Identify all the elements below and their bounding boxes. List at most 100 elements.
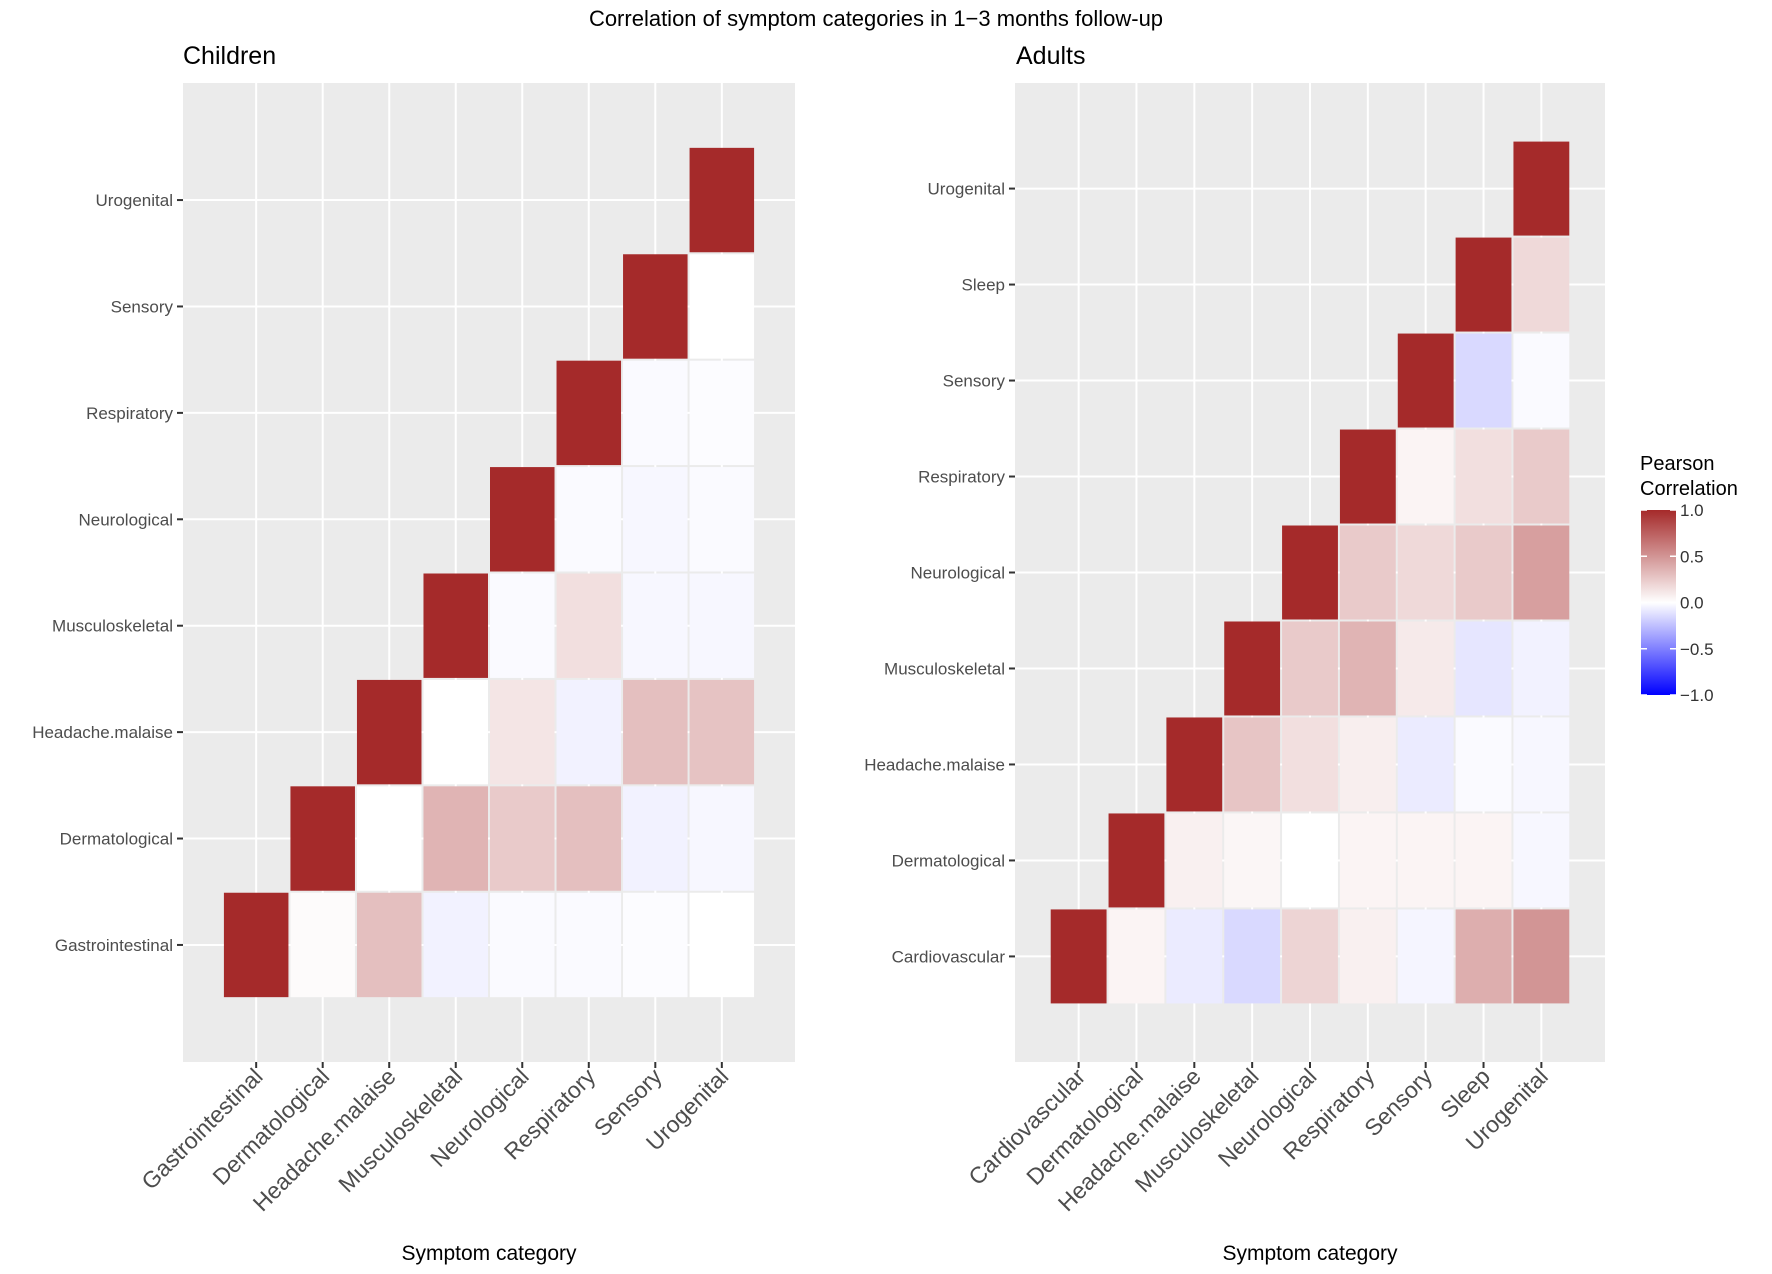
y-tick-label: Sensory xyxy=(943,372,1006,391)
y-tick-label: Neurological xyxy=(911,564,1006,583)
heatmap-cell-Headache.malaise-Urogenital: 0.28 xyxy=(689,679,755,785)
legend-tick-label: 1.0 xyxy=(1680,501,1704,520)
y-tick-label: Urogenital xyxy=(96,191,174,210)
heatmap-cell-Gastrointestinal-Dermatological: 0.02 xyxy=(290,892,355,998)
heatmap-cell-Respiratory-Respiratory: 1 xyxy=(1339,429,1396,524)
legend-tick-label: −0.5 xyxy=(1680,640,1714,659)
heatmap-cell-Neurological-Sensory: 0.18 xyxy=(1397,525,1454,620)
heatmap-cell-Gastrointestinal-Sensory: -0.01 xyxy=(623,892,688,998)
legend-tick-label: −1.0 xyxy=(1680,686,1714,705)
heatmap-cell-Neurological-Urogenital: -0.02 xyxy=(689,467,755,572)
heatmap-cell-Cardiovascular-Sensory: -0.04 xyxy=(1397,909,1454,1004)
heatmap-cell-Cardiovascular-Neurological: 0.2 xyxy=(1282,909,1338,1004)
heatmap-cell-Gastrointestinal-Urogenital: 0 xyxy=(689,892,755,998)
y-tick-label: Musculoskeletal xyxy=(884,659,1005,678)
heatmap-cell-Dermatological-Headache.malaise: 0.07 xyxy=(1166,813,1223,908)
heatmap-cell-Musculoskeletal-Sensory: -0.03 xyxy=(623,573,688,678)
x-tick-label: Gastrointestinal xyxy=(136,1063,267,1194)
heatmap-cell-Dermatological-Sensory: 0.05 xyxy=(1397,813,1454,908)
heatmap-cell-Cardiovascular-Dermatological: 0.05 xyxy=(1108,909,1165,1004)
heatmap-cell-Neurological-Respiratory: 0.25 xyxy=(1339,525,1396,620)
heatmap-cell-Respiratory-Sensory: -0.02 xyxy=(623,360,688,466)
heatmap-cell-Dermatological-Neurological: 0 xyxy=(1282,813,1338,908)
y-tick-label: Gastrointestinal xyxy=(55,936,173,955)
heatmap-cell-Musculoskeletal-Sleep: -0.1 xyxy=(1455,621,1512,716)
heatmap-cell-Dermatological-Sleep: 0.05 xyxy=(1455,813,1512,908)
panel-title-adults: Adults xyxy=(1016,42,1085,70)
heatmap-cell-Gastrointestinal-Headache.malaise: 0.3 xyxy=(356,892,422,998)
panel-title-children: Children xyxy=(183,42,276,70)
heatmap-cell-Dermatological-Sensory: -0.05 xyxy=(623,786,688,891)
heatmap-cell-Headache.malaise-Neurological: 0.12 xyxy=(490,679,555,785)
heatmap-cell-Urogenital-Urogenital: 1 xyxy=(689,147,755,253)
heatmap-cell-Sensory-Urogenital: 0 xyxy=(689,254,755,359)
heatmap-cell-Gastrointestinal-Musculoskeletal: -0.05 xyxy=(423,892,488,998)
heatmap-cell-Neurological-Respiratory: -0.02 xyxy=(556,467,622,572)
x-axis-title-adults: Symptom category xyxy=(1222,1242,1398,1265)
y-tick-label: Respiratory xyxy=(86,404,173,423)
heatmap-cell-Respiratory-Urogenital: -0.01 xyxy=(689,360,755,466)
chart-title: Correlation of symptom categories in 1−3… xyxy=(589,6,1163,31)
heatmap-cell-Cardiovascular-Headache.malaise: -0.08 xyxy=(1166,909,1223,1004)
heatmap-cell-Dermatological-Urogenital: -0.03 xyxy=(689,786,755,891)
heatmap-cell-Dermatological-Headache.malaise: 0 xyxy=(356,786,422,891)
heatmap-cell-Respiratory-Urogenital: 0.25 xyxy=(1513,429,1570,524)
heatmap-cell-Respiratory-Respiratory: 1 xyxy=(556,360,622,466)
heatmap-cell-Dermatological-Respiratory: 0.05 xyxy=(1339,813,1396,908)
heatmap-cell-Dermatological-Dermatological: 1 xyxy=(290,786,355,891)
heatmap-cell-Dermatological-Urogenital: -0.03 xyxy=(1513,813,1570,908)
y-tick-label: Musculoskeletal xyxy=(52,617,173,636)
y-tick-label: Headache.malaise xyxy=(32,723,173,742)
heatmap-cell-Neurological-Neurological: 1 xyxy=(490,467,555,572)
y-tick-label: Headache.malaise xyxy=(864,755,1005,774)
legend-title-line-2: Correlation xyxy=(1640,478,1738,500)
heatmap-cell-Cardiovascular-Sleep: 0.38 xyxy=(1455,909,1512,1004)
heatmap-cell-Musculoskeletal-Neurological: -0.02 xyxy=(490,573,555,678)
heatmap-cell-Musculoskeletal-Neurological: 0.25 xyxy=(1282,621,1338,716)
heatmap-cell-Headache.malaise-Musculoskeletal: 0 xyxy=(423,679,488,785)
heatmap-cell-Neurological-Urogenital: 0.45 xyxy=(1513,525,1570,620)
legend: Pearson Correlation 1.0 0.5 0.0 −0.5 −1.0 xyxy=(1640,453,1738,705)
heatmap-cell-Musculoskeletal-Musculoskeletal: 1 xyxy=(1224,621,1281,716)
heatmap-cell-Cardiovascular-Cardiovascular: 1 xyxy=(1050,909,1107,1004)
heatmap-cell-Dermatological-Respiratory: 0.3 xyxy=(556,786,622,891)
heatmap-cell-Headache.malaise-Sensory: 0.3 xyxy=(623,679,688,785)
heatmap-cell-Cardiovascular-Respiratory: 0.07 xyxy=(1339,909,1396,1004)
y-tick-label: Dermatological xyxy=(892,851,1005,870)
legend-tick-label: 0.5 xyxy=(1680,547,1704,566)
heatmap-cell-Headache.malaise-Sensory: -0.08 xyxy=(1397,717,1454,812)
heatmap-cell-Headache.malaise-Neurological: 0.15 xyxy=(1282,717,1338,812)
heatmap-cell-Sleep-Sleep: 1 xyxy=(1455,237,1512,332)
heatmap-cell-Cardiovascular-Musculoskeletal: -0.15 xyxy=(1224,909,1281,1004)
heatmap-cell-Cardiovascular-Urogenital: 0.5 xyxy=(1513,909,1570,1004)
heatmap-cell-Dermatological-Musculoskeletal: 0.04 xyxy=(1224,813,1281,908)
heatmap-cell-Sensory-Sleep: -0.15 xyxy=(1455,333,1512,428)
heatmap-cell-Sleep-Urogenital: 0.18 xyxy=(1513,237,1570,332)
heatmap-cell-Headache.malaise-Musculoskeletal: 0.27 xyxy=(1224,717,1281,812)
legend-tick-label: 0.0 xyxy=(1680,594,1704,613)
heatmap-cell-Dermatological-Dermatological: 1 xyxy=(1108,813,1165,908)
heatmap-cell-Sensory-Sensory: 1 xyxy=(1397,333,1454,428)
x-tick-label: Dermatological xyxy=(207,1063,334,1190)
y-tick-label: Sleep xyxy=(962,276,1005,295)
y-tick-label: Urogenital xyxy=(928,180,1006,199)
heatmap-cell-Musculoskeletal-Urogenital: -0.05 xyxy=(1513,621,1570,716)
children-panel: Children Symptom category 10.020.3-0.05-… xyxy=(32,42,795,1265)
heatmap-cell-Headache.malaise-Respiratory: -0.05 xyxy=(556,679,622,785)
heatmap-cell-Respiratory-Sleep: 0.15 xyxy=(1455,429,1512,524)
heatmap-cell-Urogenital-Urogenital: 1 xyxy=(1513,141,1570,236)
heatmap-cell-Gastrointestinal-Neurological: -0.02 xyxy=(490,892,555,998)
heatmap-cell-Neurological-Neurological: 1 xyxy=(1282,525,1338,620)
legend-title-line-1: Pearson xyxy=(1640,453,1715,475)
y-tick-label: Dermatological xyxy=(60,830,173,849)
heatmap-cell-Sensory-Urogenital: -0.02 xyxy=(1513,333,1570,428)
heatmap-cell-Headache.malaise-Respiratory: 0.08 xyxy=(1339,717,1396,812)
heatmap-cell-Headache.malaise-Headache.malaise: 1 xyxy=(1166,717,1223,812)
heatmap-cell-Musculoskeletal-Respiratory: 0.35 xyxy=(1339,621,1396,716)
heatmap-cell-Headache.malaise-Headache.malaise: 1 xyxy=(356,679,422,785)
y-tick-label: Respiratory xyxy=(918,468,1005,487)
heatmap-cell-Gastrointestinal-Gastrointestinal: 1 xyxy=(223,892,289,998)
heatmap-cell-Sensory-Sensory: 1 xyxy=(623,254,688,359)
heatmap-cell-Headache.malaise-Urogenital: -0.03 xyxy=(1513,717,1570,812)
